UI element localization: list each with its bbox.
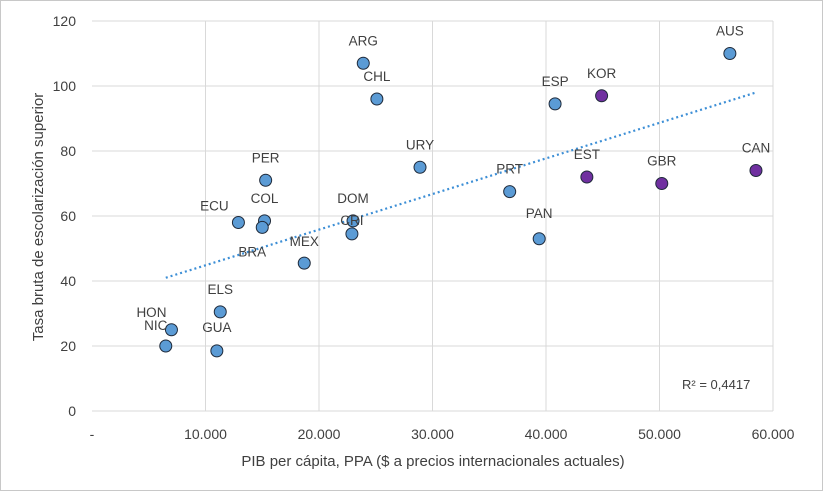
point-label-cri: CRI — [340, 213, 363, 228]
x-tick-label: 20.000 — [298, 426, 341, 442]
x-tick-label: 10.000 — [184, 426, 227, 442]
point-label-els: ELS — [207, 282, 233, 297]
data-point-els — [213, 305, 227, 319]
data-point-mex — [297, 256, 311, 270]
data-point-aus — [723, 47, 737, 60]
point-label-bra: BRA — [238, 244, 266, 259]
data-point-nic — [159, 339, 173, 353]
point-label-ecu: ECU — [200, 199, 229, 214]
data-point-dom — [346, 214, 360, 228]
trendline — [165, 91, 757, 279]
gridlines — [92, 20, 774, 412]
point-label-chl: CHL — [363, 69, 390, 84]
data-point-gbr — [655, 177, 669, 190]
y-tick-label: 120 — [53, 13, 77, 29]
x-tick-label: 40.000 — [525, 426, 568, 442]
point-label-arg: ARG — [349, 33, 378, 48]
data-point-ury — [413, 160, 427, 174]
point-label-can: CAN — [742, 141, 771, 156]
data-point-ecu — [231, 216, 245, 229]
point-label-esp: ESP — [542, 74, 569, 89]
x-tick-label: 60.000 — [752, 426, 795, 442]
x-axis-title: PIB per cápita, PPA ($ a precios interna… — [241, 453, 624, 470]
y-tick-label: 40 — [60, 273, 76, 289]
y-axis-ticks: 0 20 40 60 80 100 120 — [53, 13, 77, 419]
data-point-arg — [356, 56, 370, 70]
point-label-gbr: GBR — [647, 154, 677, 169]
point-label-per: PER — [252, 150, 280, 165]
point-label-kor: KOR — [587, 66, 617, 81]
y-tick-label: 20 — [60, 338, 76, 354]
data-point-prt — [503, 185, 517, 199]
x-tick-label: 50.000 — [638, 426, 681, 442]
y-tick-label: 0 — [68, 403, 76, 419]
x-axis-ticks: - 10.000 20.000 30.000 40.000 50.000 60.000 — [90, 426, 795, 442]
data-point-hon — [164, 323, 178, 337]
x-tick-label: - — [90, 426, 95, 442]
y-tick-label: 80 — [60, 143, 76, 159]
point-label-gua: GUA — [202, 320, 231, 335]
data-point-labels: AUS ARG CHL ESP URY PER PRT ECU COL BRA DOM CRI PAN M… — [136, 24, 770, 335]
data-point-gua — [210, 344, 224, 358]
point-label-hon: HON — [136, 305, 166, 320]
point-label-col: COL — [251, 191, 279, 206]
data-point-can — [749, 164, 763, 177]
y-tick-label: 100 — [53, 78, 77, 94]
point-label-pan: PAN — [526, 206, 553, 221]
data-point-per — [259, 173, 273, 187]
x-tick-label: 30.000 — [411, 426, 454, 442]
point-label-prt: PRT — [496, 162, 523, 177]
point-label-nic: NIC — [144, 318, 168, 333]
point-label-mex: MEX — [290, 234, 319, 249]
data-point-bra — [255, 220, 269, 234]
point-label-aus: AUS — [716, 24, 744, 39]
data-point-kor — [595, 89, 609, 103]
y-tick-label: 60 — [60, 208, 76, 224]
data-point-est — [580, 170, 594, 184]
point-label-est: EST — [574, 147, 600, 162]
r-squared-annotation: R² = 0,4417 — [682, 377, 750, 392]
data-point-chl — [370, 92, 384, 106]
point-label-ury: URY — [406, 137, 434, 152]
point-label-dom: DOM — [337, 191, 369, 206]
data-points — [159, 47, 763, 358]
data-point-esp — [548, 97, 562, 111]
data-point-pan — [532, 232, 546, 246]
data-point-cri — [345, 227, 359, 241]
y-axis-title: Tasa bruta de escolarización superior — [30, 93, 47, 341]
